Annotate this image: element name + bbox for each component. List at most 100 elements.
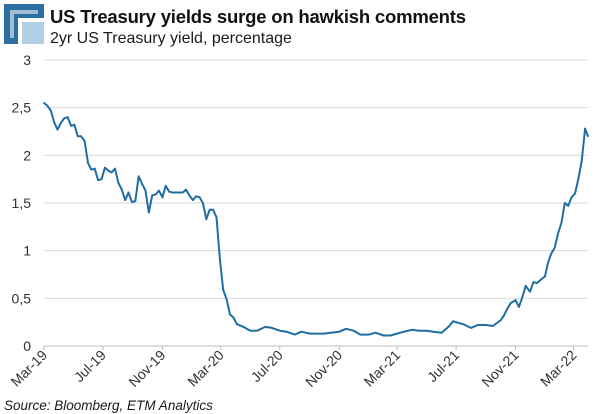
data-point (308, 332, 311, 335)
data-point (56, 128, 59, 131)
data-point (212, 208, 215, 211)
data-point (178, 191, 181, 194)
data-point (80, 135, 83, 138)
data-point (323, 332, 326, 335)
y-tick-label: 0,5 (12, 290, 32, 306)
data-point (46, 104, 49, 107)
data-point (330, 331, 332, 334)
data-point (154, 193, 157, 196)
data-point (550, 252, 553, 255)
data-point (553, 246, 556, 249)
data-point (518, 306, 520, 308)
data-point (524, 285, 527, 287)
data-point (338, 330, 341, 333)
data-point (521, 296, 524, 299)
y-tick-label: 2,5 (12, 100, 32, 116)
data-point (389, 334, 392, 337)
data-point (70, 124, 72, 127)
data-point (60, 122, 62, 124)
data-point (539, 279, 542, 282)
data-point (168, 190, 171, 193)
series-group (43, 102, 589, 337)
data-point (229, 313, 231, 316)
data-point (195, 195, 198, 198)
data-point (164, 184, 167, 187)
data-point (76, 135, 79, 138)
data-point (242, 326, 245, 328)
data-point (544, 275, 546, 278)
data-point (574, 192, 576, 195)
data-point (476, 324, 479, 326)
data-point (432, 330, 435, 333)
data-point (222, 288, 225, 291)
chart-subtitle: 2yr US Treasury yield, percentage (50, 30, 292, 47)
data-point (293, 333, 296, 336)
data-point (215, 216, 218, 219)
data-point (97, 179, 99, 182)
x-tick-label: Jul-19 (71, 347, 109, 385)
data-point (66, 116, 69, 119)
data-point (345, 327, 347, 330)
data-point (315, 332, 318, 335)
data-point (235, 323, 238, 325)
data-point (114, 167, 116, 170)
data-point (53, 121, 55, 123)
y-tick-label: 1 (23, 243, 31, 259)
data-point (587, 135, 589, 138)
data-point (256, 329, 258, 332)
data-point (455, 321, 457, 324)
data-point (447, 326, 450, 328)
y-tick-label: 1,5 (12, 195, 32, 211)
data-point (485, 324, 487, 326)
data-point (205, 218, 208, 221)
data-point (278, 329, 281, 332)
x-tick-label: Jul-20 (248, 347, 286, 385)
data-point (570, 196, 573, 199)
data-point (367, 333, 370, 336)
series-line (43, 102, 589, 337)
data-point (93, 167, 96, 170)
data-point (503, 314, 505, 317)
data-point (440, 331, 443, 334)
x-tick-label: Mar-21 (361, 347, 404, 390)
x-tick-label: Nov-20 (302, 347, 345, 390)
chart-title: US Treasury yields surge on hawkish comm… (50, 6, 466, 27)
data-point (181, 191, 184, 194)
data-point (249, 329, 252, 332)
data-point (359, 333, 362, 336)
data-point (198, 196, 201, 199)
data-point (144, 189, 147, 192)
data-point (514, 299, 517, 302)
data-point (403, 330, 405, 333)
data-point (225, 298, 228, 301)
data-point (532, 281, 535, 283)
data-point (557, 232, 559, 235)
data-point (425, 329, 428, 332)
data-point (147, 211, 150, 214)
data-point (232, 316, 235, 319)
data-point (120, 188, 123, 191)
data-point (219, 258, 221, 261)
x-tick-label: Mar-22 (537, 347, 580, 390)
data-point (506, 307, 509, 310)
data-point (141, 183, 144, 185)
data-point (584, 127, 586, 130)
data-point (90, 168, 93, 171)
data-point (63, 117, 66, 120)
data-point (151, 194, 154, 197)
data-point (100, 178, 103, 181)
data-point (127, 191, 130, 194)
data-point (171, 191, 174, 194)
data-point (577, 178, 580, 181)
y-tick-label: 3 (23, 52, 31, 68)
data-point (131, 201, 133, 203)
data-point (134, 200, 137, 203)
y-tick-label: 0 (23, 338, 31, 354)
data-point (73, 123, 76, 126)
x-tick-label: Nov-19 (125, 347, 168, 390)
data-point (411, 328, 413, 331)
data-point (563, 202, 566, 204)
data-point (43, 102, 45, 104)
data-point (271, 327, 273, 329)
x-tick-label: Nov-21 (478, 347, 521, 390)
